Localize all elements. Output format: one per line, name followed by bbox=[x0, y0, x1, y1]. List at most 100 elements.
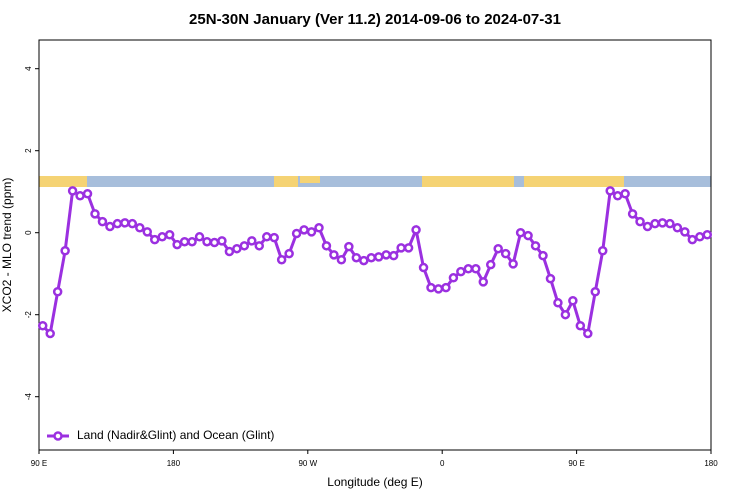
data-point bbox=[187, 236, 197, 247]
data-point bbox=[254, 241, 265, 251]
data-point bbox=[112, 218, 123, 229]
land-band bbox=[39, 176, 87, 187]
data-point bbox=[583, 328, 593, 339]
data-point bbox=[597, 245, 608, 256]
data-point bbox=[695, 232, 705, 242]
y-tick-label: 0 bbox=[24, 230, 33, 235]
data-point bbox=[232, 243, 242, 254]
x-tick-label: 0 bbox=[440, 459, 445, 468]
data-point bbox=[396, 243, 406, 253]
data-point bbox=[284, 248, 294, 259]
data-point bbox=[590, 286, 601, 297]
data-point bbox=[60, 245, 70, 256]
data-point bbox=[605, 186, 615, 196]
x-axis-label: Longitude (deg E) bbox=[327, 475, 422, 489]
data-point bbox=[523, 230, 533, 241]
data-point bbox=[426, 282, 436, 293]
data-point bbox=[97, 216, 108, 227]
data-point bbox=[90, 209, 100, 219]
data-point bbox=[202, 236, 212, 247]
y-tick-label: 4 bbox=[24, 66, 33, 71]
plot-frame bbox=[38, 39, 712, 451]
data-point bbox=[665, 218, 675, 229]
x-tick-label: 90 E bbox=[31, 459, 47, 468]
data-point bbox=[620, 189, 630, 199]
data-point bbox=[291, 228, 302, 239]
data-point bbox=[612, 191, 623, 201]
data-point bbox=[493, 243, 503, 254]
data-point bbox=[67, 186, 78, 196]
data-point bbox=[500, 248, 511, 259]
data-point bbox=[441, 282, 451, 293]
data-point bbox=[553, 298, 563, 308]
data-point bbox=[642, 221, 653, 232]
data-point bbox=[635, 216, 645, 227]
data-point bbox=[164, 230, 175, 240]
y-tick-label: -4 bbox=[24, 393, 33, 401]
y-axis-label: XCO2 - MLO trend (ppm) bbox=[0, 178, 14, 313]
data-point bbox=[261, 232, 272, 242]
data-point bbox=[373, 252, 384, 262]
data-point bbox=[142, 227, 153, 237]
data-point bbox=[530, 241, 541, 251]
land-band bbox=[300, 176, 320, 183]
data-point bbox=[120, 218, 130, 228]
data-point bbox=[306, 227, 317, 237]
land-band bbox=[524, 176, 624, 187]
data-point bbox=[336, 255, 347, 265]
data-point bbox=[433, 284, 444, 294]
data-point bbox=[344, 241, 354, 252]
data-point bbox=[157, 232, 167, 242]
data-point bbox=[627, 209, 638, 219]
data-point bbox=[82, 189, 93, 199]
x-tick-label: 90 W bbox=[298, 459, 317, 468]
data-point bbox=[381, 250, 391, 260]
data-point bbox=[478, 277, 489, 287]
data-point bbox=[45, 328, 55, 339]
data-point bbox=[485, 259, 496, 270]
data-point bbox=[276, 255, 287, 265]
data-point bbox=[448, 273, 459, 283]
data-point bbox=[269, 232, 279, 243]
data-point bbox=[172, 239, 182, 250]
data-point bbox=[471, 264, 481, 274]
data-point bbox=[209, 237, 220, 248]
data-point bbox=[657, 218, 668, 228]
data-point bbox=[568, 296, 578, 306]
data-point bbox=[456, 266, 466, 277]
data-point bbox=[75, 191, 85, 201]
data-point bbox=[650, 218, 660, 229]
data-point bbox=[508, 259, 518, 269]
data-point bbox=[329, 250, 339, 260]
data-point bbox=[680, 227, 690, 237]
data-point bbox=[545, 273, 556, 284]
land-band bbox=[274, 176, 298, 187]
series-line bbox=[41, 188, 708, 337]
data-point bbox=[239, 241, 250, 251]
y-tick-label: 2 bbox=[24, 148, 33, 153]
x-tick-label: 90 E bbox=[568, 459, 584, 468]
data-point bbox=[575, 321, 586, 331]
data-point bbox=[299, 225, 309, 235]
x-tick-label: 180 bbox=[167, 459, 181, 468]
data-point bbox=[314, 223, 324, 233]
data-point bbox=[149, 234, 160, 245]
data-point bbox=[37, 321, 48, 331]
data-point bbox=[687, 234, 698, 245]
x-tick-label: 180 bbox=[704, 459, 718, 468]
ocean-band bbox=[39, 176, 711, 187]
legend-label: Land (Nadir&Glint) and Ocean (Glint) bbox=[77, 428, 274, 442]
data-point bbox=[105, 221, 115, 232]
data-point bbox=[224, 246, 235, 257]
data-point bbox=[351, 252, 362, 263]
chart-title: 25N-30N January (Ver 11.2) 2014-09-06 to… bbox=[189, 11, 561, 28]
data-point bbox=[135, 223, 145, 233]
data-point bbox=[411, 225, 421, 235]
data-point bbox=[359, 255, 369, 266]
data-point bbox=[463, 264, 474, 274]
data-point bbox=[179, 236, 190, 247]
data-point bbox=[247, 236, 257, 246]
data-point bbox=[127, 218, 138, 229]
data-point bbox=[560, 309, 571, 320]
